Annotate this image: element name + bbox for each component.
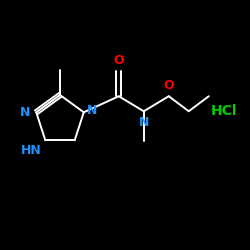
Text: O: O (114, 54, 124, 67)
Text: HN: HN (21, 144, 42, 157)
Text: N: N (87, 104, 97, 117)
Text: HCl: HCl (210, 104, 237, 118)
Text: N: N (138, 116, 149, 129)
Text: N: N (20, 106, 30, 119)
Text: O: O (164, 79, 174, 92)
